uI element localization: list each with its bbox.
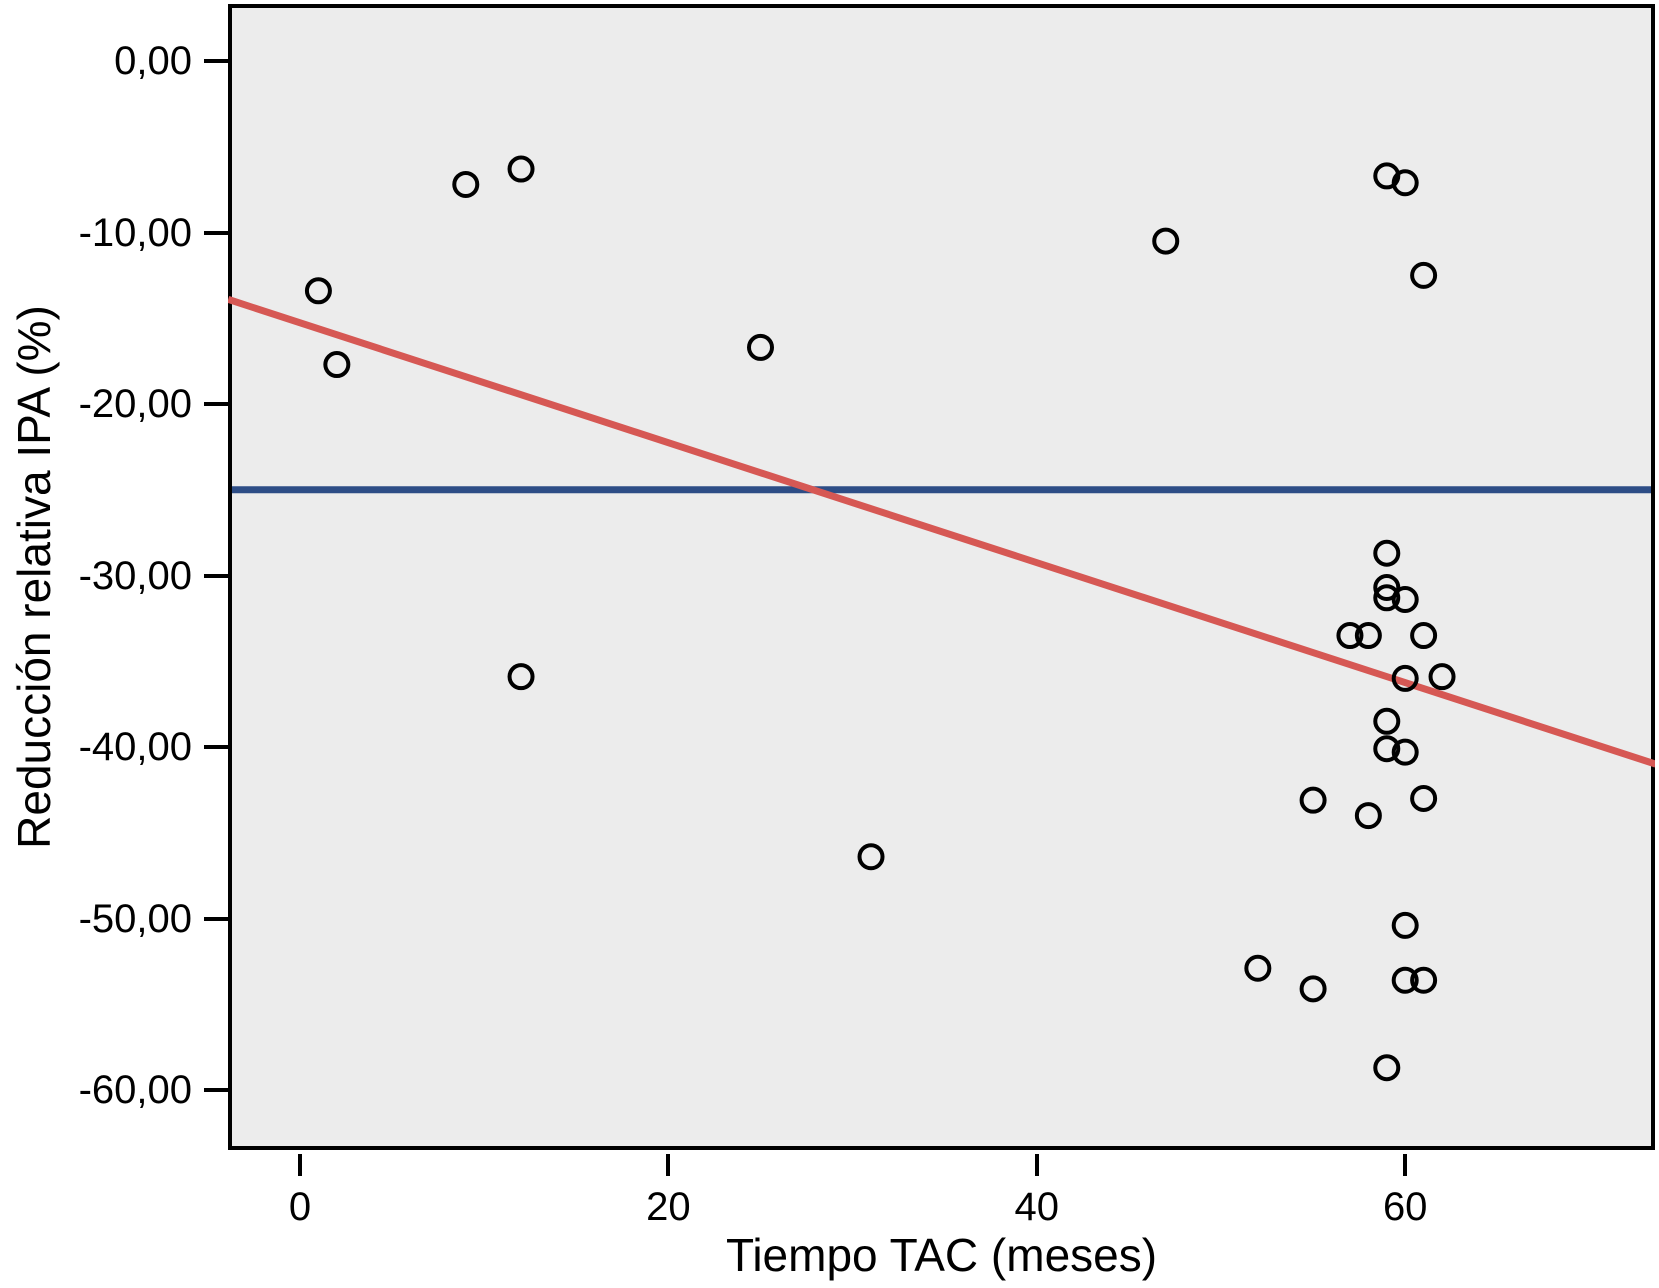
- data-point: [1152, 227, 1180, 255]
- data-point: [1391, 169, 1419, 197]
- y-tick-label: -50,00: [78, 896, 192, 941]
- data-point: [507, 155, 535, 183]
- data-point: [1410, 966, 1438, 994]
- data-point: [1299, 975, 1327, 1003]
- data-point: [1373, 1054, 1401, 1082]
- data-point: [1391, 738, 1419, 766]
- data-point: [857, 843, 885, 871]
- y-tick-mark: [204, 230, 228, 235]
- x-tick-mark: [666, 1154, 671, 1176]
- data-point: [1354, 622, 1382, 650]
- data-point: [1410, 622, 1438, 650]
- data-point: [1391, 966, 1419, 994]
- data-point: [1354, 802, 1382, 830]
- data-point: [1336, 622, 1364, 650]
- plot-canvas: [228, 4, 1655, 1150]
- fit-line: [228, 296, 1655, 768]
- data-point: [1299, 786, 1327, 814]
- data-point: [1373, 735, 1401, 763]
- data-point: [304, 277, 332, 305]
- x-tick-label: 40: [1014, 1185, 1060, 1229]
- y-tick-label: -20,00: [78, 382, 192, 426]
- y-tick-label: -10,00: [78, 210, 192, 255]
- plot-frame: [228, 4, 1655, 1150]
- data-point: [323, 351, 351, 379]
- data-point: [507, 663, 535, 691]
- y-tick-mark: [204, 402, 228, 406]
- data-point: [1373, 707, 1401, 735]
- y-tick-label: 0,00: [114, 39, 192, 83]
- x-tick-mark: [1034, 1154, 1039, 1176]
- data-point: [1410, 261, 1438, 289]
- x-axis-title: Tiempo TAC (meses): [725, 1229, 1158, 1281]
- data-point: [1373, 539, 1401, 567]
- data-point: [1373, 584, 1401, 612]
- y-tick-label: -30,00: [78, 553, 192, 598]
- y-tick-label: -40,00: [78, 725, 192, 769]
- data-point: [1391, 586, 1419, 614]
- data-point: [1244, 954, 1272, 982]
- data-point: [1391, 664, 1419, 692]
- data-point: [747, 333, 774, 361]
- data-point: [1391, 911, 1419, 939]
- y-tick-mark: [204, 916, 228, 921]
- x-tick-label: 20: [646, 1185, 691, 1229]
- x-tick-label: 60: [1382, 1185, 1428, 1229]
- x-tick-label: 0: [288, 1185, 312, 1229]
- y-tick-mark: [204, 1088, 228, 1092]
- y-tick-mark: [204, 573, 228, 578]
- y-tick-mark: [204, 59, 228, 63]
- y-tick-label: -60,00: [78, 1068, 192, 1112]
- data-point: [1428, 663, 1456, 691]
- data-point: [1410, 784, 1438, 812]
- data-point: [1373, 574, 1401, 602]
- y-tick-mark: [204, 745, 228, 749]
- plot-area: [228, 4, 1655, 1150]
- x-tick-mark: [1403, 1154, 1408, 1176]
- x-tick-mark: [298, 1154, 302, 1176]
- data-point: [452, 170, 480, 198]
